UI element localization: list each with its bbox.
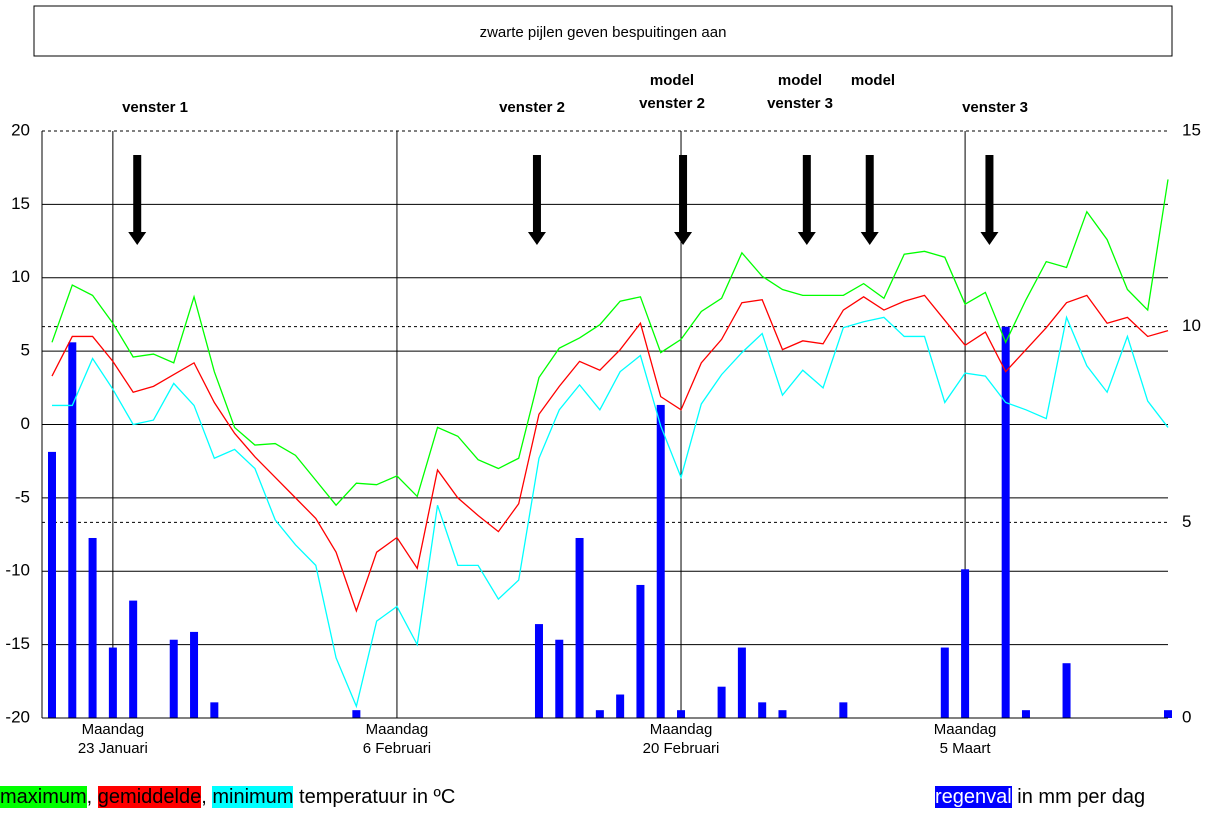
y-tick-label: -15: [5, 634, 30, 653]
window-label: venster 3: [767, 95, 833, 112]
window-label: venster 2: [499, 99, 565, 116]
rain-bar: [1001, 326, 1010, 718]
window-label: model: [778, 72, 822, 89]
rain-bar: [677, 710, 686, 718]
rain-bar: [169, 639, 178, 718]
y-tick-label: 20: [11, 120, 30, 139]
legend: maximum, gemiddelde, minimum temperatuur…: [0, 786, 455, 809]
x-tick-label: 23 Januari: [78, 740, 148, 757]
legend-text: ,: [201, 786, 207, 808]
temperature-line: [52, 315, 1169, 709]
rain-bar: [190, 631, 199, 718]
chart-title: zwarte pijlen geven bespuitingen aan: [480, 24, 727, 41]
x-tick-label: Maandag: [82, 721, 145, 738]
x-tick-label: Maandag: [650, 721, 713, 738]
rain-bar: [636, 584, 645, 718]
legend-text: in mm per dag: [1017, 786, 1146, 808]
rain-bar: [210, 702, 219, 718]
legend-text: regenval: [935, 786, 1012, 808]
legend-text: ,: [86, 786, 93, 808]
rain-bar: [534, 624, 543, 718]
title-box: [33, 5, 1173, 57]
rain-bar: [575, 537, 584, 718]
spray-arrow: [674, 155, 693, 245]
spray-arrow: [527, 155, 546, 245]
rain-bar: [758, 702, 767, 718]
rain-bar: [1062, 663, 1071, 718]
window-label: model: [851, 72, 895, 89]
rain-bar: [555, 639, 564, 718]
rain-bar: [352, 710, 361, 718]
rain-bar: [961, 569, 970, 718]
rain-bar: [616, 694, 625, 718]
temperature-line: [51, 179, 1169, 507]
window-label: model: [650, 72, 694, 89]
rain-bar: [48, 451, 56, 718]
y-tick-label: 10: [11, 267, 30, 286]
rain-bar: [68, 342, 77, 718]
spray-arrow: [128, 155, 147, 245]
y-tick-label: -20: [5, 707, 30, 726]
legend-text: gemiddelde: [97, 786, 202, 808]
rain-bar: [778, 710, 787, 718]
x-tick-label: 20 Februari: [643, 740, 720, 757]
x-tick-label: 5 Maart: [940, 740, 992, 757]
x-tick-label: 6 Februari: [363, 740, 431, 757]
spray-arrow: [860, 155, 879, 245]
rain-bar: [1021, 710, 1030, 718]
rain-bar: [717, 686, 726, 718]
x-tick-label: Maandag: [934, 721, 997, 738]
spray-arrow: [797, 155, 816, 245]
rain-bar: [129, 600, 138, 718]
y-tick-label: -10: [5, 561, 30, 580]
rain-bar: [839, 702, 848, 718]
y-tick-label: -5: [15, 487, 30, 506]
rain-bar: [108, 647, 117, 718]
x-tick-label: Maandag: [366, 721, 429, 738]
y2-tick-label: 5: [1182, 512, 1191, 531]
window-label: venster 2: [639, 95, 705, 112]
rain-bar: [595, 710, 604, 718]
window-label: venster 1: [122, 99, 188, 116]
rain-bar: [1164, 710, 1172, 718]
legend: regenval in mm per dag: [935, 786, 1145, 809]
spray-arrow: [980, 155, 999, 245]
legend-text: maximum: [0, 786, 87, 808]
y-tick-label: 0: [21, 414, 30, 433]
rain-bar: [737, 647, 746, 718]
legend-text: minimum: [212, 786, 294, 808]
rain-bar: [656, 404, 665, 718]
legend-text: temperatuur in ºC: [299, 786, 456, 808]
rain-bar: [940, 647, 949, 718]
y-tick-label: 5: [21, 341, 30, 360]
rain-bar: [88, 537, 97, 718]
y-tick-label: 15: [11, 194, 30, 213]
temperature-line: [51, 294, 1169, 613]
y2-tick-label: 0: [1182, 707, 1191, 726]
y2-tick-label: 10: [1182, 316, 1201, 335]
y2-tick-label: 15: [1182, 120, 1201, 139]
window-label: venster 3: [962, 99, 1028, 116]
